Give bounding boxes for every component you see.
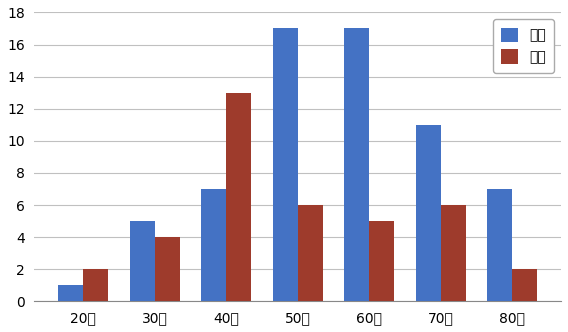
Bar	[273, 29, 298, 301]
Bar	[226, 93, 251, 301]
Bar	[441, 205, 466, 301]
Bar	[83, 269, 108, 301]
Legend: 男性, 女性: 男性, 女性	[493, 19, 554, 73]
Bar	[512, 269, 537, 301]
Bar	[201, 189, 226, 301]
Bar	[344, 29, 369, 301]
Bar	[59, 285, 83, 301]
Bar	[298, 205, 323, 301]
Bar	[369, 221, 394, 301]
Bar	[155, 237, 180, 301]
Bar	[487, 189, 512, 301]
Bar	[416, 125, 441, 301]
Bar	[130, 221, 155, 301]
